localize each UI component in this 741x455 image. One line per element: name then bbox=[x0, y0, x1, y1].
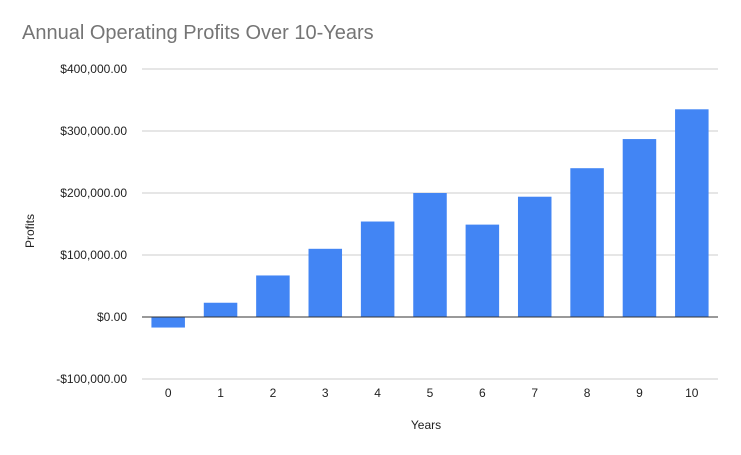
bar-year-4 bbox=[360, 221, 395, 317]
x-tick-label: 2 bbox=[270, 386, 277, 400]
bar-year-8 bbox=[570, 168, 604, 317]
x-tick-label: 4 bbox=[374, 386, 381, 400]
x-tick-label: 3 bbox=[322, 386, 329, 400]
x-tick-label: 0 bbox=[165, 386, 172, 400]
x-tick-label: 6 bbox=[479, 386, 486, 400]
x-tick-label: 10 bbox=[685, 386, 699, 400]
x-tick-label: 5 bbox=[427, 386, 434, 400]
y-tick-label: $200,000.00 bbox=[60, 186, 127, 200]
bars bbox=[151, 109, 709, 328]
chart-title: Annual Operating Profits Over 10-Years bbox=[22, 22, 374, 44]
bar-year-3 bbox=[308, 248, 343, 317]
x-tick-label: 7 bbox=[531, 386, 538, 400]
y-axis-tick-labels: -$100,000.00 $0.00 $100,000.00 $200,000.00 $… bbox=[56, 62, 127, 386]
bar-year-5 bbox=[413, 193, 447, 317]
x-tick-label: 1 bbox=[217, 386, 224, 400]
bar-year-9 bbox=[622, 139, 657, 317]
x-tick-label: 9 bbox=[636, 386, 643, 400]
y-tick-label: -$100,000.00 bbox=[56, 372, 127, 386]
bar-year-1 bbox=[203, 302, 238, 317]
bar-year-7 bbox=[517, 196, 552, 317]
y-tick-label: $0.00 bbox=[97, 310, 127, 324]
x-axis-title: Years bbox=[411, 418, 441, 432]
bar-year-10 bbox=[675, 109, 709, 317]
bar-year-0 bbox=[151, 317, 185, 328]
bar-year-2 bbox=[256, 275, 290, 317]
y-tick-label: $100,000.00 bbox=[60, 248, 127, 262]
y-axis-title: Profits bbox=[23, 214, 37, 248]
y-tick-label: $400,000.00 bbox=[60, 62, 127, 76]
bar-year-6 bbox=[465, 224, 500, 317]
y-tick-label: $300,000.00 bbox=[60, 124, 127, 138]
x-tick-label: 8 bbox=[584, 386, 591, 400]
x-axis-tick-labels: 0 1 2 3 4 5 6 7 8 9 10 bbox=[165, 386, 699, 400]
